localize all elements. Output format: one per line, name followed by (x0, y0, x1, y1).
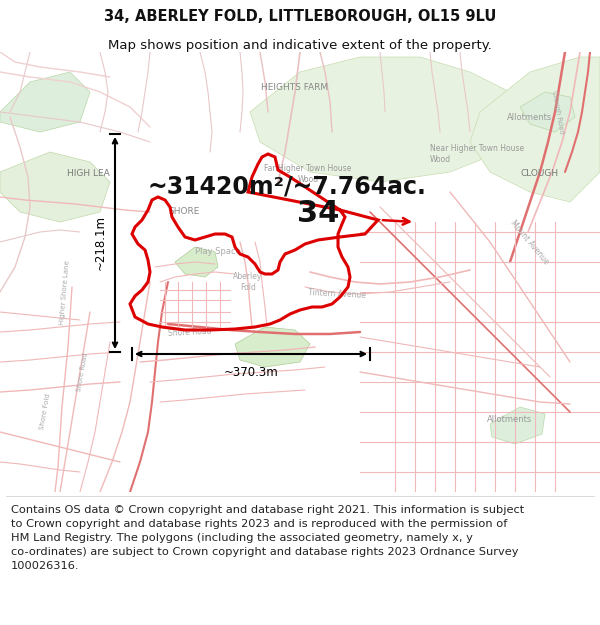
Text: HIGH LEA: HIGH LEA (67, 169, 109, 179)
Text: Tintern Avenue: Tintern Avenue (308, 288, 366, 300)
Text: ~218.1m: ~218.1m (94, 216, 107, 271)
Text: Contains OS data © Crown copyright and database right 2021. This information is : Contains OS data © Crown copyright and d… (11, 505, 524, 571)
Text: Play Space: Play Space (195, 248, 241, 256)
Text: 34: 34 (297, 199, 339, 229)
Text: 34, ABERLEY FOLD, LITTLEBOROUGH, OL15 9LU: 34, ABERLEY FOLD, LITTLEBOROUGH, OL15 9L… (104, 9, 496, 24)
Polygon shape (250, 57, 520, 182)
Text: CLOUGH: CLOUGH (521, 169, 559, 179)
Polygon shape (235, 327, 310, 367)
Polygon shape (470, 57, 600, 202)
Text: Shore Fold: Shore Fold (39, 393, 51, 431)
Text: Mount Avenue: Mount Avenue (509, 218, 551, 266)
Text: Clough Road: Clough Road (551, 90, 565, 134)
Text: HEIGHTS FARM: HEIGHTS FARM (262, 82, 329, 91)
Text: Higher Shore Lane: Higher Shore Lane (59, 259, 71, 324)
Text: ~31420m²/~7.764ac.: ~31420m²/~7.764ac. (148, 175, 427, 199)
Text: Aberley
Fold: Aberley Fold (233, 272, 263, 292)
Polygon shape (490, 407, 545, 444)
Text: ~370.3m: ~370.3m (224, 366, 278, 379)
Text: Allotments: Allotments (508, 112, 553, 121)
Text: Allotments: Allotments (487, 416, 533, 424)
Text: Shore Road: Shore Road (168, 326, 212, 338)
Polygon shape (0, 72, 90, 132)
Text: Far Higher Town House
Wood: Far Higher Town House Wood (265, 164, 352, 184)
Text: Map shows position and indicative extent of the property.: Map shows position and indicative extent… (108, 39, 492, 52)
Text: SHORE: SHORE (168, 208, 199, 216)
Polygon shape (520, 92, 575, 132)
Text: Shore Road: Shore Road (76, 352, 88, 392)
Text: Near Higher Town House
Wood: Near Higher Town House Wood (430, 144, 524, 164)
Polygon shape (175, 247, 218, 277)
Polygon shape (0, 152, 110, 222)
